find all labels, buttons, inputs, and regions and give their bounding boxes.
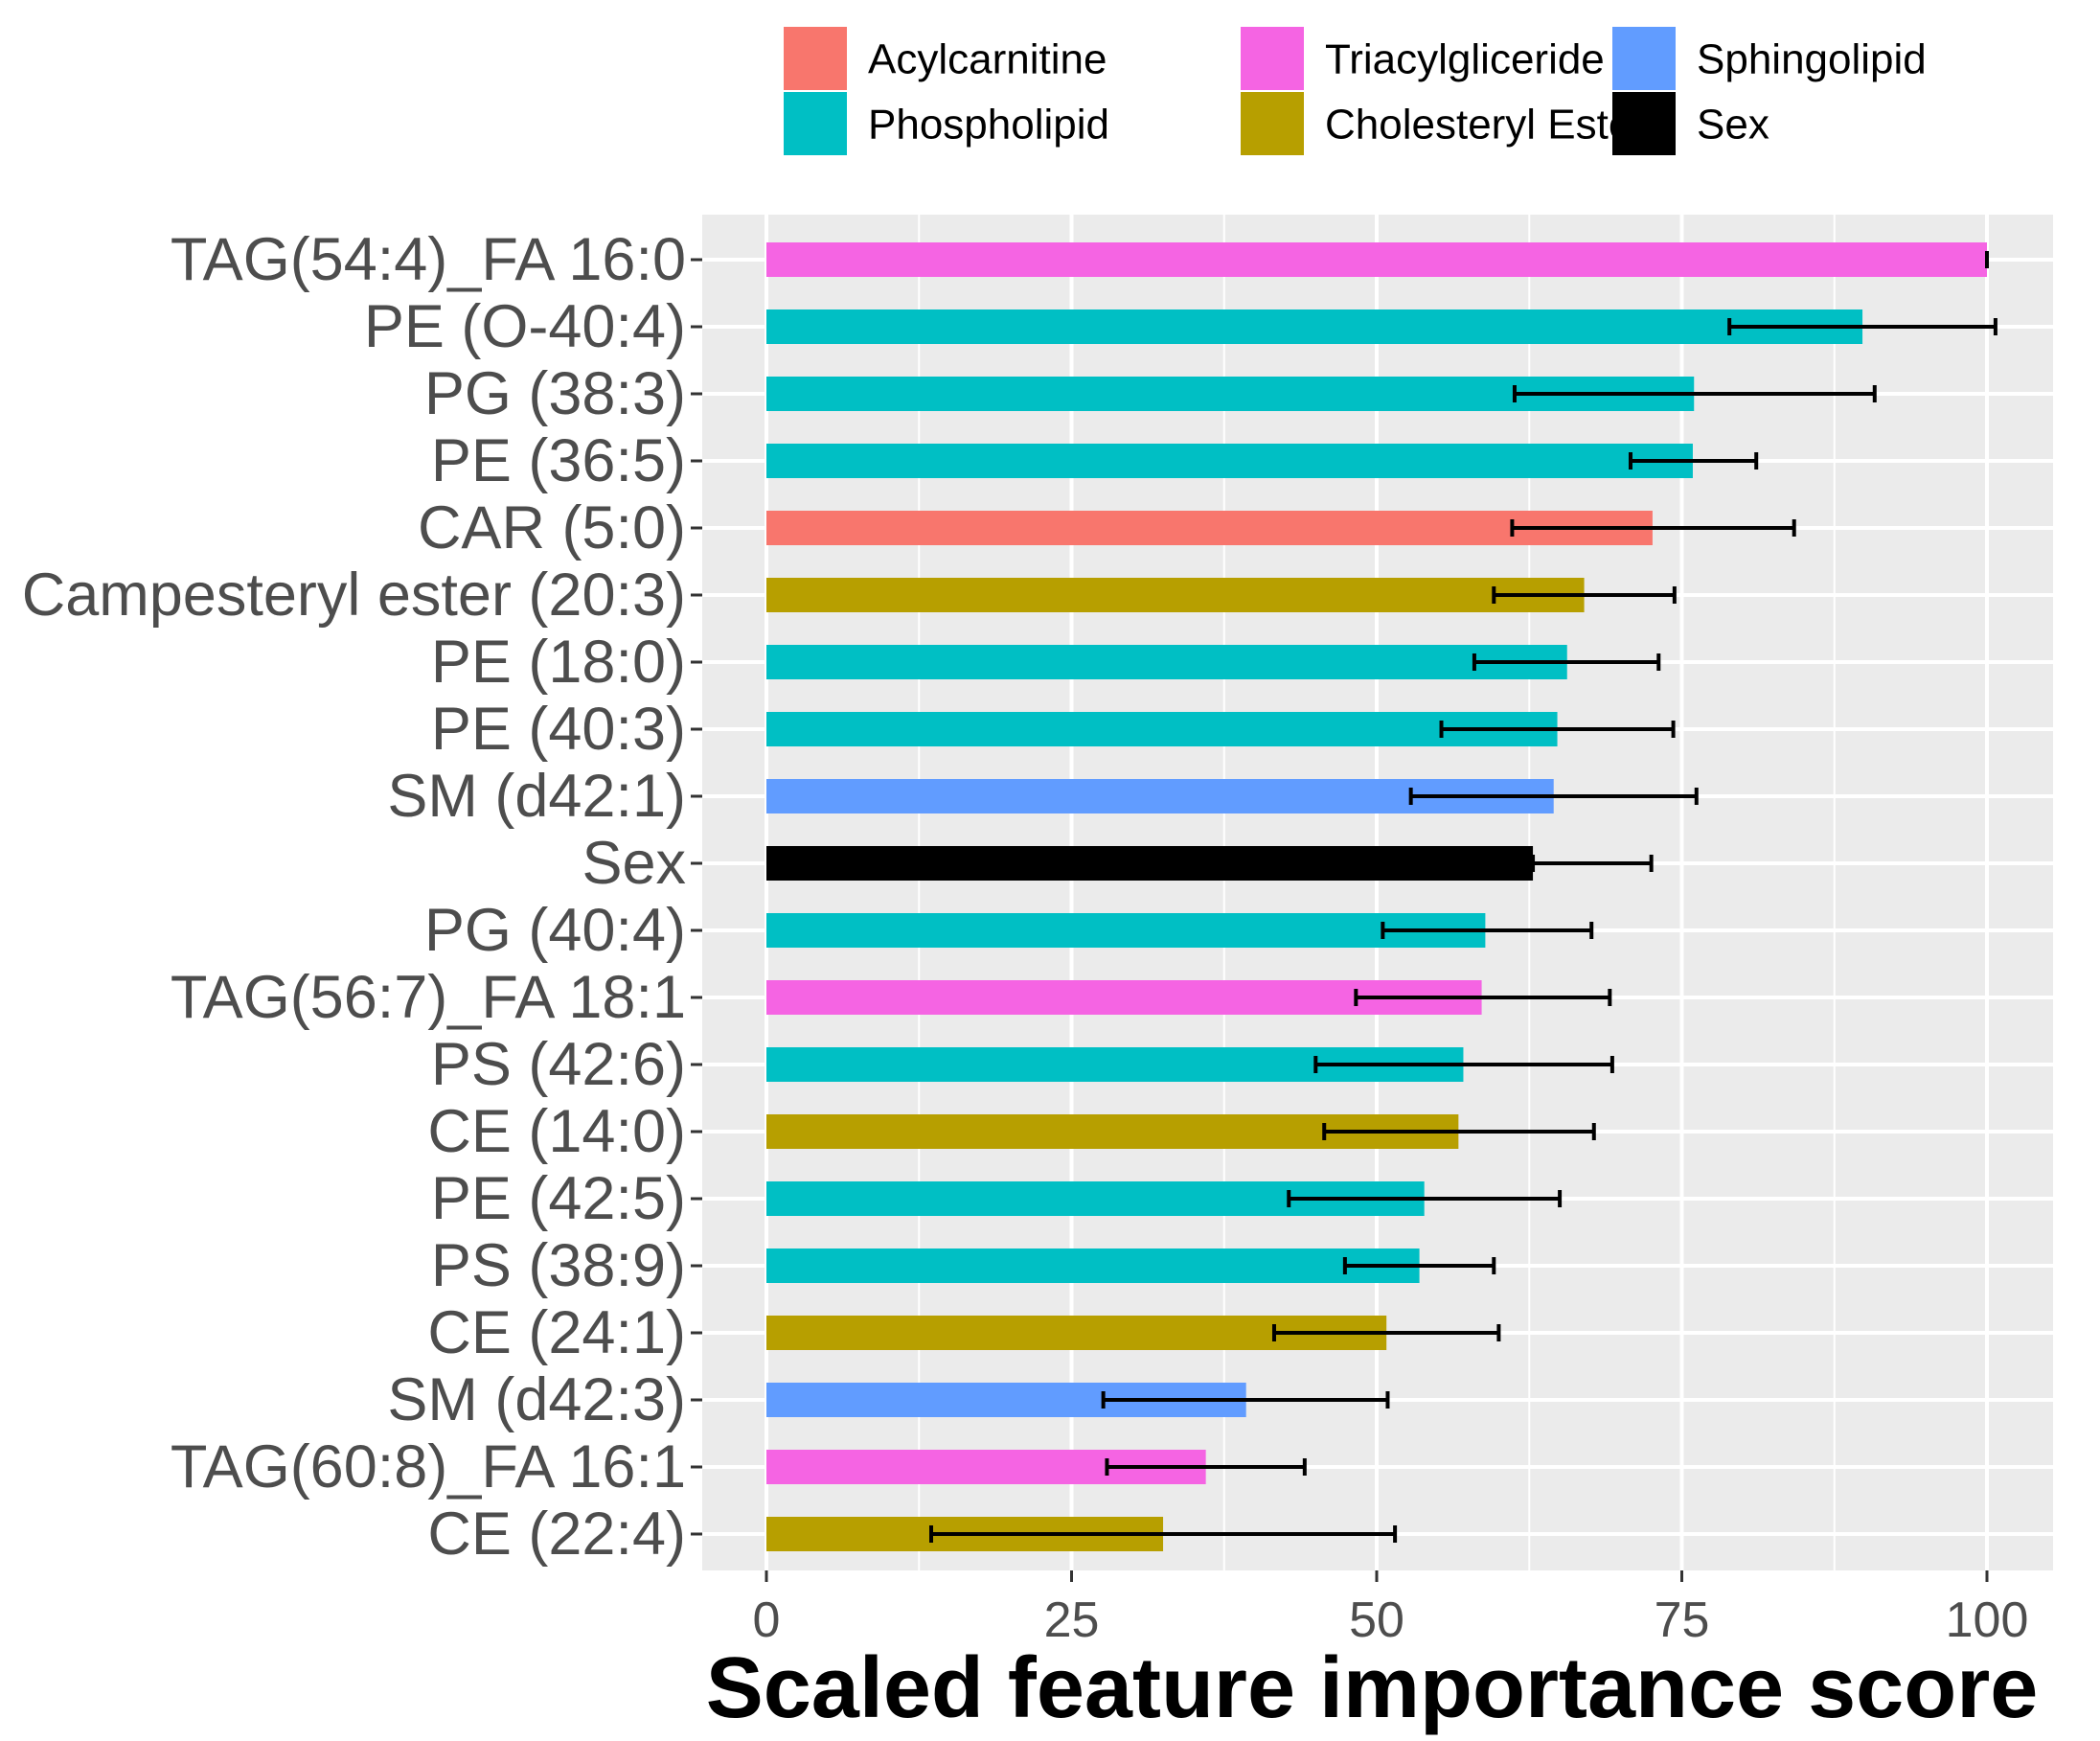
errorbar-sm-d42-1 <box>1408 788 1699 805</box>
errorbar-sm-d42-3 <box>1101 1391 1390 1409</box>
legend-label-sphingolipid: Sphingolipid <box>1697 36 1927 83</box>
y-label-ce-14-0: CE (14:0) <box>427 1098 686 1165</box>
y-axis-labels: TAG(54:4)_FA 16:0PE (O-40:4)PG (38:3)PE … <box>22 226 686 1568</box>
y-label-sm-d42-3: SM (d42:3) <box>387 1366 686 1433</box>
errorbar-tag-60-8-fa-16-1 <box>1105 1458 1307 1476</box>
bar-car-5-0 <box>766 511 1653 545</box>
legend-swatch-sphingolipid <box>1612 27 1676 90</box>
errorbar-ce-14-0 <box>1322 1123 1596 1140</box>
errorbar-ps-42-6 <box>1313 1056 1614 1073</box>
errorbar-ce-24-1 <box>1271 1324 1501 1341</box>
legend-swatch-phospholipid <box>784 92 847 155</box>
y-label-pe-42-5: PE (42:5) <box>431 1165 686 1232</box>
bars-group <box>766 242 1987 1551</box>
y-label-tag-56-7-fa-18-1: TAG(56:7)_FA 18:1 <box>171 964 686 1031</box>
legend-label-acylcarnitine: Acylcarnitine <box>868 36 1107 83</box>
legend-item-triacylgliceride: Triacylgliceride <box>1241 27 1605 90</box>
y-label-tag-60-8-fa-16-1: TAG(60:8)_FA 16:1 <box>171 1433 686 1500</box>
bar-pe-40-3 <box>766 712 1558 746</box>
bar-sex <box>766 846 1534 881</box>
x-tick-label-0: 0 <box>753 1592 781 1648</box>
legend-swatch-acylcarnitine <box>784 27 847 90</box>
y-label-pe-o-40-4: PE (O-40:4) <box>364 293 686 360</box>
y-label-sex: Sex <box>582 830 686 897</box>
legend-item-cholesteryl-ester: Cholesteryl Ester <box>1241 92 1646 155</box>
y-label-ce-24-1: CE (24:1) <box>427 1299 686 1366</box>
bar-tag-54-4-fa-16-0 <box>766 242 1987 277</box>
legend-label-sex: Sex <box>1697 102 1769 149</box>
bar-pe-18-0 <box>766 645 1567 679</box>
y-label-sm-d42-1: SM (d42:1) <box>387 763 686 830</box>
y-label-pe-36-5: PE (36:5) <box>431 427 686 494</box>
bar-pe-36-5 <box>766 444 1693 478</box>
legend-swatch-sex <box>1612 92 1676 155</box>
errorbar-car-5-0 <box>1510 519 1796 537</box>
errorbar-pe-40-3 <box>1439 721 1676 738</box>
errorbar-pe-42-5 <box>1287 1190 1563 1207</box>
errorbar-ce-22-4 <box>928 1525 1398 1543</box>
legend-swatch-triacylgliceride <box>1241 27 1304 90</box>
legend-swatch-cholesteryl-ester <box>1241 92 1304 155</box>
x-axis-ticks: 0 25 50 75 100 <box>753 1570 2029 1648</box>
y-label-ce-22-4: CE (22:4) <box>427 1500 686 1568</box>
errorbar-tag-56-7-fa-18-1 <box>1354 989 1612 1006</box>
errorbar-campesteryl-ester-20-3 <box>1492 586 1677 604</box>
y-label-pg-38-3: PG (38:3) <box>424 360 686 427</box>
y-label-ps-42-6: PS (42:6) <box>431 1031 686 1098</box>
y-label-car-5-0: CAR (5:0) <box>418 494 686 561</box>
x-tick-label-100: 100 <box>1946 1592 2029 1648</box>
errorbar-pe-18-0 <box>1472 653 1661 671</box>
y-label-campesteryl-ester-20-3: Campesteryl ester (20:3) <box>22 561 686 629</box>
x-tick-label-75: 75 <box>1655 1592 1710 1648</box>
legend-label-triacylgliceride: Triacylgliceride <box>1325 36 1605 83</box>
x-axis-title: Scaled feature importance score <box>706 1640 2039 1736</box>
errorbar-pg-40-4 <box>1381 922 1594 939</box>
legend-item-sphingolipid: Sphingolipid <box>1612 27 1927 90</box>
legend: Acylcarnitine Phospholipid Triacylglicerid… <box>784 27 1927 155</box>
error-bars-group <box>928 251 1997 1543</box>
x-tick-label-50: 50 <box>1349 1592 1404 1648</box>
legend-label-cholesteryl-ester: Cholesteryl Ester <box>1325 102 1646 149</box>
y-label-tag-54-4-fa-16-0: TAG(54:4)_FA 16:0 <box>171 226 686 293</box>
bar-campesteryl-ester-20-3 <box>766 578 1585 612</box>
legend-item-phospholipid: Phospholipid <box>784 92 1109 155</box>
legend-item-acylcarnitine: Acylcarnitine <box>784 27 1107 90</box>
legend-item-sex: Sex <box>1612 92 1769 155</box>
x-tick-label-25: 25 <box>1044 1592 1100 1648</box>
y-label-ps-38-9: PS (38:9) <box>431 1232 686 1299</box>
errorbar-pg-38-3 <box>1512 385 1877 402</box>
y-label-pe-18-0: PE (18:0) <box>431 629 686 696</box>
errorbar-pe-36-5 <box>1628 452 1759 470</box>
errorbar-ps-38-9 <box>1342 1257 1496 1274</box>
legend-label-phospholipid: Phospholipid <box>868 102 1109 149</box>
bar-ps-38-9 <box>766 1248 1420 1283</box>
errorbar-pe-o-40-4 <box>1727 318 1997 335</box>
bar-pg-40-4 <box>766 913 1486 948</box>
bar-pe-o-40-4 <box>766 309 1863 344</box>
errorbar-sex <box>1531 855 1654 872</box>
y-label-pg-40-4: PG (40:4) <box>424 897 686 964</box>
y-label-pe-40-3: PE (40:3) <box>431 696 686 763</box>
y-axis-ticks <box>691 258 702 1536</box>
